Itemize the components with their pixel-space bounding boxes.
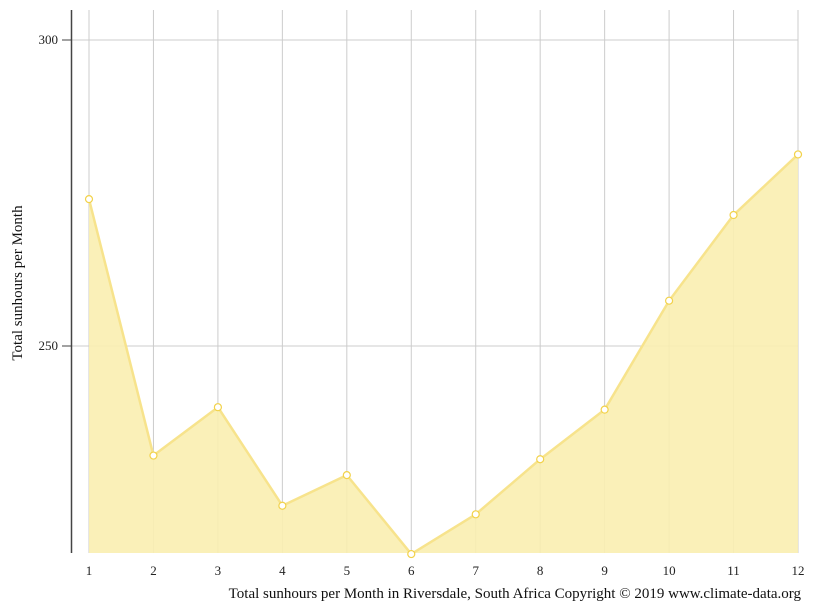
y-axis-title: Total sunhours per Month bbox=[10, 205, 26, 361]
x-tick-label: 12 bbox=[792, 563, 805, 578]
x-tick-label: 11 bbox=[727, 563, 740, 578]
y-tick-label: 250 bbox=[39, 338, 59, 353]
data-point-month-3 bbox=[213, 403, 223, 412]
data-point-month-8 bbox=[536, 455, 545, 464]
x-tick-label: 6 bbox=[408, 563, 415, 578]
data-point-month-12 bbox=[793, 150, 803, 159]
x-tick-label: 9 bbox=[601, 563, 608, 578]
data-point-month-9 bbox=[600, 405, 609, 414]
x-tick-label: 5 bbox=[344, 563, 351, 578]
sunhours-area bbox=[89, 154, 798, 555]
marker-layer bbox=[84, 150, 803, 559]
data-point-month-2 bbox=[149, 451, 158, 460]
x-tick-label: 1 bbox=[86, 563, 93, 578]
x-tick-label: 10 bbox=[663, 563, 676, 578]
x-tick-label: 3 bbox=[215, 563, 222, 578]
sunhours-line bbox=[87, 153, 799, 556]
data-point-month-5 bbox=[342, 471, 351, 480]
y-tick-label: 300 bbox=[39, 32, 59, 47]
x-tick-label: 7 bbox=[472, 563, 479, 578]
data-point-month-7 bbox=[471, 510, 480, 519]
data-point-month-10 bbox=[664, 296, 674, 305]
data-point-month-1 bbox=[84, 195, 94, 204]
x-tick-layer: 1 2 3 4 5 6 7 8 9 10 11 12 bbox=[86, 563, 805, 578]
x-tick-label: 2 bbox=[150, 563, 157, 578]
y-tick-layer: 250 300 bbox=[39, 32, 71, 353]
chart-caption: Total sunhours per Month in Riversdale, … bbox=[229, 586, 802, 602]
x-tick-label: 4 bbox=[279, 563, 286, 578]
data-point-month-4 bbox=[278, 501, 287, 510]
x-tick-label: 8 bbox=[537, 563, 544, 578]
data-point-month-6 bbox=[407, 549, 416, 559]
data-point-month-11 bbox=[729, 210, 738, 220]
